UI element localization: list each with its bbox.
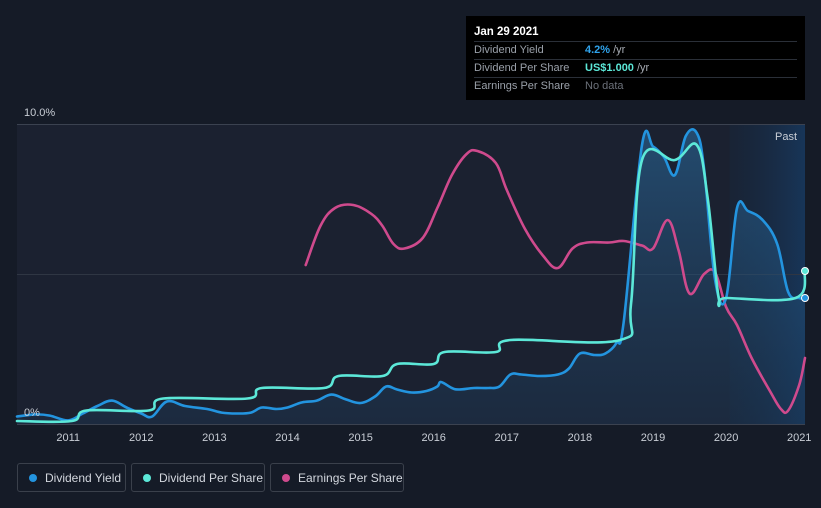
tooltip-value: US$1.000: [585, 62, 634, 74]
tooltip-value: No data: [585, 80, 624, 92]
legend-earnings-per-share[interactable]: Earnings Per Share: [270, 463, 404, 492]
tooltip: Jan 29 2021 Dividend Yield 4.2% /yr Divi…: [466, 16, 805, 100]
tooltip-value: 4.2%: [585, 44, 611, 56]
legend-dot-icon: [29, 473, 37, 482]
dividend-per-share-line: [15, 142, 807, 424]
x-axis-ticks: 2011 2012 2013 2014 2015 2016 2017 2018 2019 2020…: [56, 432, 811, 444]
x-tick-label: 2017: [495, 432, 519, 444]
area-layer: [17, 129, 805, 424]
legend-dividend-yield[interactable]: Dividend Yield: [17, 463, 126, 492]
legend-label: Dividend Per Share: [159, 470, 264, 485]
dividend-per-share-end-marker: [801, 267, 809, 275]
tooltip-unit: /yr: [636, 62, 650, 74]
legend-dot-icon: [282, 473, 290, 482]
x-tick-label: 2011: [56, 432, 80, 444]
x-tick-label: 2014: [275, 432, 299, 444]
x-tick-label: 2020: [714, 432, 738, 444]
x-tick-label: 2015: [348, 432, 372, 444]
legend-dividend-per-share[interactable]: Dividend Per Share: [131, 463, 265, 492]
y-axis-top-label: 10.0%: [24, 107, 55, 119]
tooltip-row-dividend-per-share: Dividend Per Share US$1.000 /yr: [474, 59, 797, 77]
tooltip-unit: /yr: [613, 44, 626, 56]
earnings-per-share-line: [304, 148, 807, 415]
tooltip-row-earnings-per-share: Earnings Per Share No data: [474, 77, 797, 95]
legend-label: Dividend Yield: [45, 470, 122, 485]
y-axis-bottom-label: 0%: [24, 407, 40, 419]
past-label: Past: [775, 131, 797, 143]
tooltip-date: Jan 29 2021: [474, 26, 539, 38]
legend-label: Earnings Per Share: [298, 470, 403, 485]
dividend-yield-end-marker: [801, 294, 809, 302]
tooltip-row-dividend-yield: Dividend Yield 4.2% /yr: [474, 41, 797, 59]
x-tick-label: 2016: [421, 432, 445, 444]
x-tick-label: 2013: [202, 432, 226, 444]
series-layer: [15, 128, 807, 424]
tooltip-label: Earnings Per Share: [474, 80, 570, 92]
x-tick-label: 2018: [568, 432, 592, 444]
x-tick-label: 2019: [641, 432, 665, 444]
dividend-yield-line: [15, 128, 807, 422]
tooltip-label: Dividend Yield: [474, 44, 544, 56]
end-markers: [801, 267, 809, 302]
x-tick-label: 2012: [129, 432, 153, 444]
tooltip-label: Dividend Per Share: [474, 62, 570, 74]
dividend-yield-area: [17, 129, 805, 424]
x-tick-label: 2021: [787, 432, 811, 444]
legend-dot-icon: [143, 473, 151, 482]
